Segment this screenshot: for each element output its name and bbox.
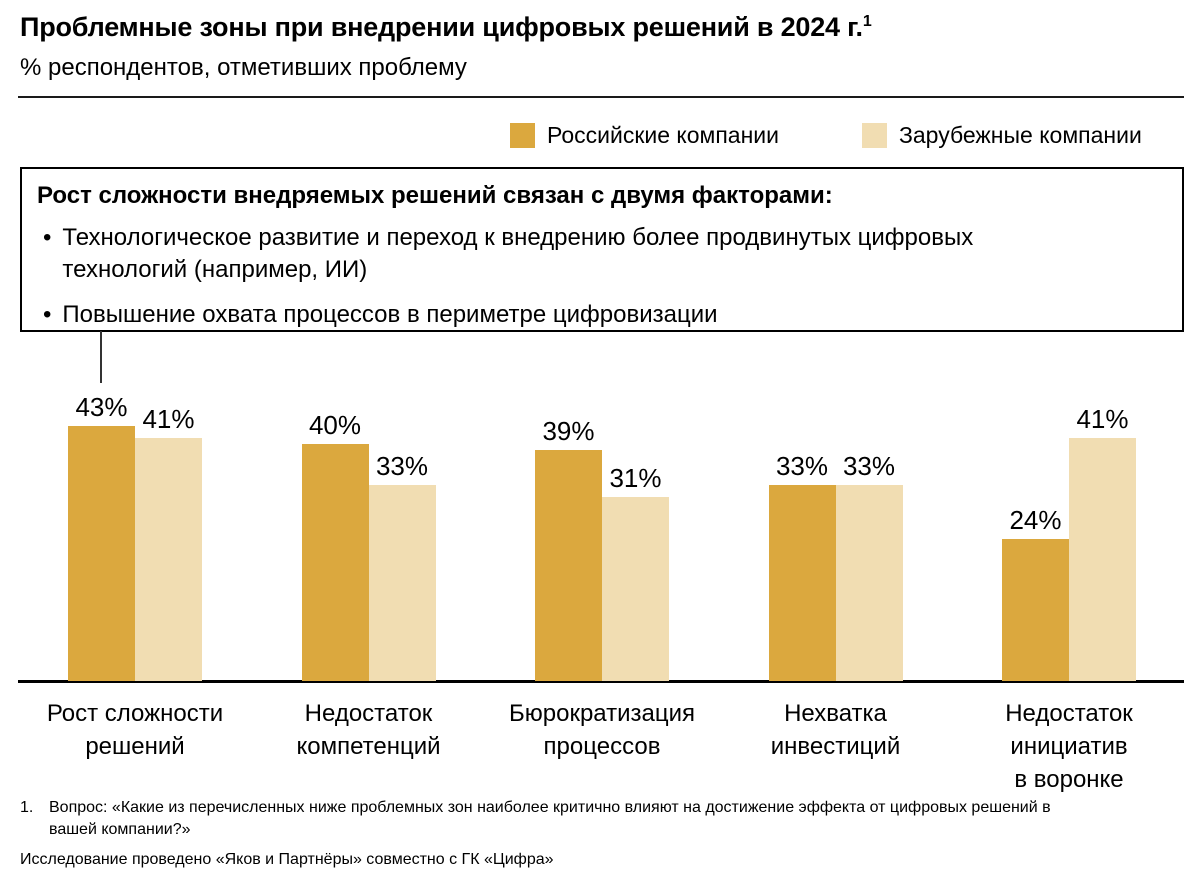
category-label-5: Недостаток инициатив в воронке	[1005, 700, 1133, 793]
bar-foreign-group-1	[135, 438, 202, 681]
bar-russian-group-5	[1002, 539, 1069, 681]
callout-connector-line	[100, 331, 102, 383]
callout-heading: Рост сложности внедряемых решений связан…	[37, 182, 833, 209]
page-subtitle: % респондентов, отметивших проблему	[20, 54, 467, 81]
legend-label-russian-companies: Российские компании	[547, 122, 779, 148]
bar-russian-group-3	[535, 450, 602, 681]
footnote-text: Вопрос: «Какие из перечисленных ниже про…	[49, 799, 1051, 838]
page-title-text: Проблемные зоны при внедрении цифровых р…	[20, 12, 863, 42]
header-divider	[18, 96, 1184, 98]
source-note: Исследование проведено «Яков и Партнёры»…	[20, 851, 554, 868]
callout-bullet-2: • Повышение охвата процессов в периметре…	[43, 299, 1162, 331]
bar-foreign-group-2	[368, 485, 436, 681]
callout-box: Рост сложности внедряемых решений связан…	[20, 167, 1184, 332]
bullet-icon: •	[43, 224, 52, 251]
bar-russian-group-2	[301, 444, 369, 681]
category-label-2: Недостаток компетенций	[296, 700, 441, 760]
legend-item-foreign-companies: Зарубежные компании	[862, 122, 1142, 149]
value-label-russian-group-5: 24%	[1009, 505, 1062, 535]
callout-bullet-2-text: Повышение охвата процессов в периметре ц…	[62, 301, 718, 328]
bar-foreign-group-3	[602, 497, 669, 681]
category-label-3: Бюрократизация процессов	[508, 700, 696, 760]
legend-item-russian-companies: Российские компании	[510, 122, 779, 149]
footnote-reference: 1	[862, 13, 872, 30]
value-label-foreign-group-3: 31%	[609, 463, 662, 493]
bar-russian-group-4	[768, 485, 836, 681]
value-label-russian-group-1: 43%	[75, 392, 128, 422]
page-title: Проблемные зоны при внедрении цифровых р…	[20, 12, 872, 43]
legend-swatch-russian-companies	[510, 123, 535, 148]
callout-bullet-1-text: Технологическое развитие и переход к вне…	[62, 224, 974, 283]
value-label-russian-group-4: 33%	[775, 451, 829, 481]
category-label-1: Рост сложности решений	[46, 700, 224, 760]
bar-foreign-group-4	[835, 485, 903, 681]
value-label-foreign-group-5: 41%	[1076, 404, 1129, 434]
value-label-foreign-group-4: 33%	[842, 451, 896, 481]
value-label-russian-group-2: 40%	[308, 410, 362, 440]
footnote: 1. Вопрос: «Какие из перечисленных ниже …	[20, 797, 1051, 841]
bar-russian-group-1	[68, 426, 135, 681]
legend-swatch-foreign-companies	[862, 123, 887, 148]
category-label-4: Нехватка инвестиций	[770, 700, 901, 760]
x-axis-line	[18, 680, 1184, 683]
bar-foreign-group-5	[1069, 438, 1136, 681]
value-label-foreign-group-2: 33%	[375, 451, 429, 481]
footnote-marker: 1.	[20, 799, 34, 816]
value-label-russian-group-3: 39%	[542, 416, 595, 446]
callout-bullet-1: • Технологическое развитие и переход к в…	[43, 222, 1162, 286]
value-label-foreign-group-1: 41%	[142, 404, 195, 434]
bullet-icon: •	[43, 301, 52, 328]
legend-label-foreign-companies: Зарубежные компании	[899, 122, 1142, 148]
